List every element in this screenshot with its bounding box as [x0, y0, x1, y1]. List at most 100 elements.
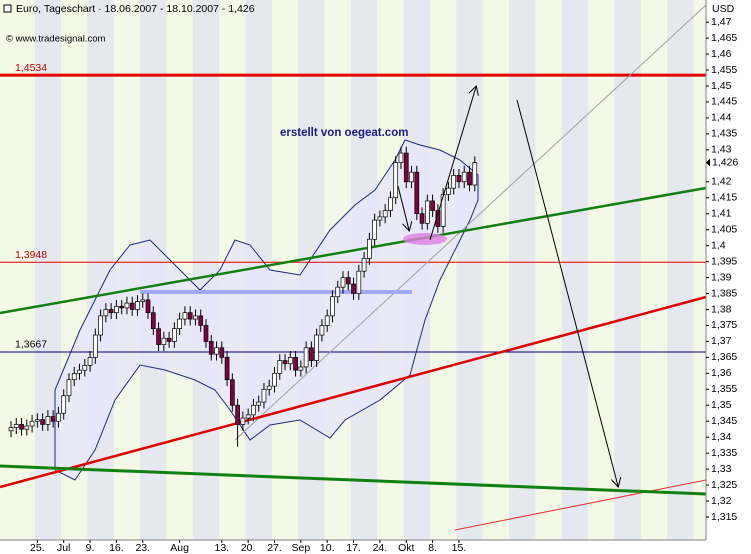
y-tick-label: 1,33: [711, 463, 732, 475]
candle-body: [150, 312, 156, 329]
x-tick-label: 23.: [135, 542, 150, 554]
candle-body: [377, 216, 383, 221]
x-tick-label: 13.: [214, 542, 229, 554]
y-tick-label: 1,45: [711, 80, 732, 92]
candle-body: [29, 420, 35, 427]
y-axis-label: USD: [712, 3, 735, 15]
candle-body: [324, 315, 330, 326]
y-tick-label: 1,335: [711, 447, 737, 459]
candle-body: [261, 388, 267, 403]
candle-body: [214, 347, 219, 355]
candle-body: [272, 372, 277, 387]
candle-body: [235, 404, 240, 425]
candle-body: [198, 315, 204, 326]
candle-body: [177, 318, 182, 329]
y-tick-label: 1,355: [711, 383, 737, 395]
y-tick-label: 1,395: [711, 255, 737, 267]
y-tick-label: 1,32: [711, 495, 732, 507]
candle-body: [87, 357, 93, 366]
y-tick-label: 1,38: [711, 303, 732, 315]
candle-body: [50, 416, 56, 422]
candle-body: [398, 152, 404, 163]
y-tick-label: 1,405: [711, 223, 737, 235]
candle-body: [440, 194, 446, 227]
candle-body: [92, 334, 98, 358]
window-icon[interactable]: [3, 4, 12, 13]
candle-body: [119, 305, 125, 309]
x-tick-label: 9.: [86, 542, 95, 554]
candle-body: [45, 416, 51, 425]
candle-body: [266, 385, 272, 390]
candle-body: [98, 315, 103, 336]
candle-body: [219, 347, 225, 358]
candle-body: [166, 337, 172, 342]
levels: 1,4534 1,3948 1,3667: [0, 62, 706, 353]
y-tick-label: 1,375: [711, 319, 737, 331]
y-tick-label: 1,315: [711, 511, 737, 523]
candle-body: [446, 187, 451, 195]
candle-body: [345, 277, 351, 285]
candle-body: [61, 395, 67, 414]
x-tick-label: Sep: [292, 542, 311, 554]
x-axis-area: [0, 540, 706, 554]
candle-body: [367, 238, 372, 259]
level-label: 1,4534: [15, 62, 47, 74]
candle-body: [409, 171, 414, 183]
candle-body: [24, 425, 30, 430]
week-stripe: [667, 0, 694, 540]
x-tick-label: 20.: [241, 542, 256, 554]
arrow-up: [429, 87, 476, 241]
axes: 1,315 1,32 1,325 1,33 1,335 1,34 1,345 1,35 1,35…: [30, 16, 743, 554]
candle-body: [287, 357, 293, 365]
candle-body: [430, 200, 435, 211]
candle-body: [251, 404, 256, 416]
arrow-small: [397, 185, 409, 230]
candle-body: [356, 270, 362, 294]
candle-body: [203, 325, 209, 342]
candle-body: [335, 286, 341, 298]
y-tick-label: 1,325: [711, 479, 737, 491]
candle-body: [456, 175, 462, 183]
candle-body: [108, 309, 114, 314]
week-stripe: [614, 0, 641, 540]
candle-body: [467, 171, 472, 186]
candle-body: [372, 219, 377, 240]
candle-body: [182, 312, 188, 320]
y-tick-label: 1,39: [711, 271, 732, 283]
highlight-ellipse: [403, 233, 447, 245]
candle-body: [193, 315, 198, 320]
candle-body: [424, 200, 430, 224]
candle-body: [240, 417, 246, 425]
candle-body: [393, 162, 399, 199]
y-tick-label: 1,4: [711, 239, 726, 251]
candle-body: [187, 312, 193, 320]
candle-body: [77, 369, 82, 374]
x-tick-label: 24.: [373, 542, 388, 554]
annotation: erstellt von oegeat.com: [280, 127, 408, 139]
y-tick-label: 1,385: [711, 287, 737, 299]
candle-body: [224, 357, 230, 381]
y-tick-label: 1,44: [711, 112, 732, 124]
candle-body: [129, 302, 135, 310]
candle-body: [19, 424, 24, 430]
y-tick-label: 1,42: [711, 176, 732, 188]
candle-body: [472, 162, 478, 186]
x-tick-label: 10.: [320, 542, 335, 554]
y-tick-label: 1,37: [711, 335, 732, 347]
y-tick-label: 1,41: [711, 207, 732, 219]
week-stripe: [456, 0, 483, 540]
x-tick-label: Aug: [170, 542, 189, 554]
last-value-label: 1,426: [712, 156, 738, 168]
x-tick-label: 25.: [30, 542, 45, 554]
candle-body: [388, 197, 393, 211]
candle-body: [66, 379, 72, 397]
y-tick-label: 1,435: [711, 128, 737, 140]
candle-body: [229, 379, 235, 406]
y-axis-area: [706, 0, 751, 554]
y-tick-label: 1,46: [711, 48, 732, 60]
y-tick-label: 1,455: [711, 64, 737, 76]
x-tick-label: Okt: [398, 542, 414, 554]
candle-body: [403, 152, 409, 183]
candle-body: [351, 283, 356, 294]
x-tick-label: 16.: [109, 542, 124, 554]
